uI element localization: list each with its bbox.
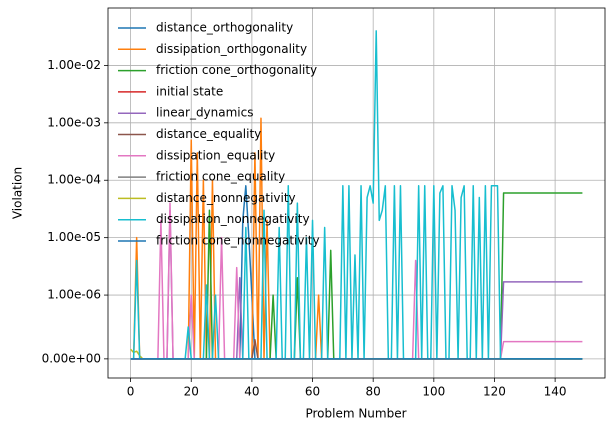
legend-label: dissipation_nonnegativity: [156, 212, 310, 226]
x-tick-label: 100: [422, 385, 445, 399]
legend: distance_orthogonality dissipation_orthog…: [118, 21, 320, 248]
plot-frame: [107, 7, 606, 379]
x-tick-label: 20: [184, 385, 199, 399]
y-tick-label: 1.00e-05: [47, 230, 101, 244]
legend-label: friction cone_nonnegativity: [156, 234, 320, 248]
y-tick-label: 0.00e+00: [42, 351, 101, 365]
y-tick-label: 1.00e-03: [47, 115, 101, 129]
legend-label: linear_dynamics: [156, 106, 254, 120]
legend-label: friction cone_equality: [156, 170, 285, 184]
legend-label: dissipation_equality: [156, 148, 275, 162]
x-tick-label: 120: [483, 385, 506, 399]
legend-label: initial state: [156, 84, 223, 98]
legend-label: friction cone_orthogonality: [156, 63, 317, 77]
x-tick-label: 40: [244, 385, 259, 399]
legend-label: dissipation_orthogonality: [156, 42, 307, 56]
plot-lines: [130, 30, 583, 360]
series-line: [130, 348, 583, 360]
x-tick-label: 140: [544, 385, 567, 399]
axes: 0.00e+00 1.00e-06 1.00e-05 1.00e-04 1.00e-03…: [42, 7, 606, 399]
y-tick-label: 1.00e-06: [47, 288, 101, 302]
y-axis-label: Violation: [11, 167, 25, 219]
x-tick-label: 80: [366, 385, 381, 399]
x-tick-label: 0: [127, 385, 135, 399]
legend-label: distance_nonnegativity: [156, 191, 296, 205]
series-line: [130, 338, 583, 360]
legend-label: distance_orthogonality: [156, 21, 293, 35]
y-tick-label: 1.00e-04: [47, 173, 101, 187]
x-axis-label: Problem Number: [305, 407, 406, 421]
x-tick-label: 60: [305, 385, 320, 399]
legend-label: distance_equality: [156, 127, 261, 141]
y-tick-label: 1.00e-02: [47, 58, 101, 72]
